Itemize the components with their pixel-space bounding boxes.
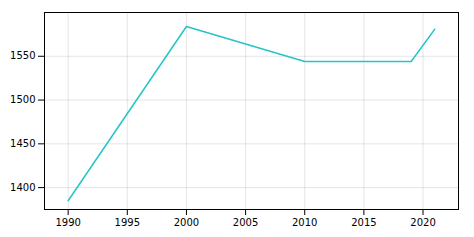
- svg-text:2015: 2015: [351, 217, 376, 228]
- svg-text:1550: 1550: [10, 50, 35, 61]
- svg-text:1995: 1995: [115, 217, 140, 228]
- svg-text:2000: 2000: [174, 217, 199, 228]
- svg-text:1400: 1400: [10, 182, 35, 193]
- svg-text:1990: 1990: [55, 217, 80, 228]
- svg-text:1450: 1450: [10, 138, 35, 149]
- svg-text:1500: 1500: [10, 94, 35, 105]
- svg-text:2010: 2010: [292, 217, 317, 228]
- svg-text:2020: 2020: [410, 217, 435, 228]
- svg-text:2005: 2005: [233, 217, 258, 228]
